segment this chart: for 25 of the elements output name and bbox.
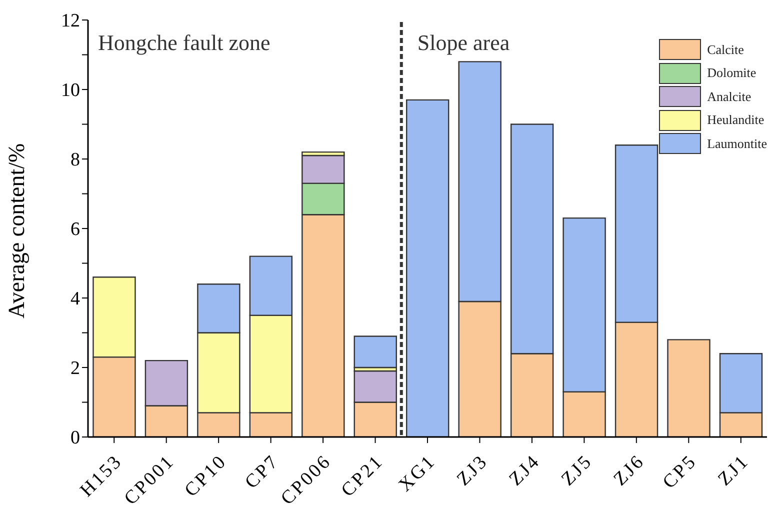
y-tick-label: 12 — [61, 10, 80, 32]
annotation: Hongche fault zone — [98, 30, 270, 55]
annotation: Slope area — [417, 30, 510, 55]
y-tick-label: 10 — [61, 80, 80, 102]
y-tick-label: 8 — [70, 150, 80, 171]
y-tick-label: 6 — [70, 219, 80, 240]
bar — [667, 339, 710, 437]
x-tick-label: CP7 — [241, 450, 284, 493]
x-tick-label: ZJ1 — [714, 450, 754, 490]
y-tick-label: 4 — [70, 288, 80, 310]
legend-label: Heulandite — [707, 112, 764, 128]
x-tick-label: ZJ4 — [505, 450, 545, 490]
legend-label: Calcite — [707, 42, 744, 58]
x-tick-label: ZJ3 — [453, 450, 492, 490]
legend-label: Laumontite — [707, 136, 767, 152]
x-tick-label: CP5 — [658, 450, 702, 493]
x-tick-label: ZJ6 — [610, 450, 650, 490]
y-tick-label: 2 — [70, 358, 80, 380]
x-tick-label: ZJ5 — [558, 450, 597, 490]
bar — [406, 99, 450, 437]
y-axis-title: Average content/% — [4, 143, 30, 318]
bar — [354, 336, 397, 368]
legend-label: Analcite — [707, 88, 752, 105]
y-tick-label: 0 — [70, 428, 80, 449]
legend-label: Dolomite — [707, 65, 756, 82]
